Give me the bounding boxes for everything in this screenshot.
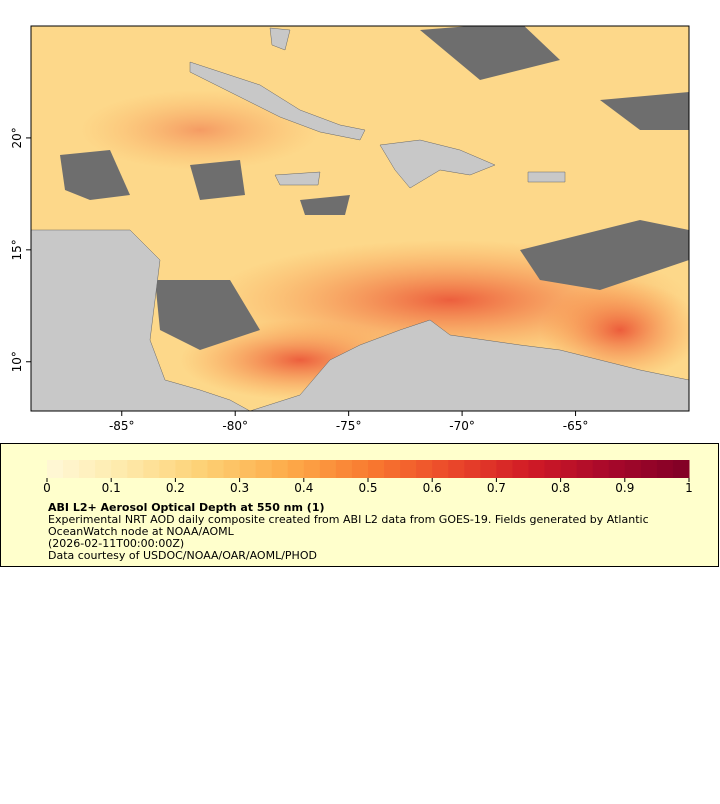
colorbar-swatch: [672, 460, 690, 478]
cloud: [190, 160, 245, 200]
colorbar-swatch: [368, 460, 385, 478]
legend-line: OceanWatch node at NOAA/AOML: [48, 525, 235, 538]
colorbar-tick-label: 0.7: [487, 481, 506, 495]
colorbar-tick-label: 0.9: [615, 481, 634, 495]
colorbar-swatch: [335, 460, 353, 478]
legend-title: ABI L2+ Aerosol Optical Depth at 550 nm …: [48, 501, 325, 514]
cloud: [420, 26, 560, 80]
colorbar-swatch: [592, 460, 610, 478]
aerosol-plume: [80, 90, 320, 170]
cloud: [60, 150, 130, 200]
colorbar-tick-label: 0.4: [294, 481, 313, 495]
bahamas: [269, 27, 291, 51]
x-tick-label: -80°: [222, 419, 248, 433]
colorbar-swatch: [207, 460, 225, 478]
legend-line: (2026-02-11T00:00:00Z): [48, 537, 184, 550]
jamaica: [274, 171, 321, 186]
colorbar-swatch: [400, 460, 417, 478]
colorbar: 0 0.1 0.2 0.3 0.4 0.5 0.6 0.7 0.8 0.9 1: [43, 460, 693, 495]
colorbar-swatch: [608, 460, 626, 478]
x-tick-label: -85°: [109, 419, 135, 433]
cloud: [300, 195, 350, 215]
colorbar-swatch: [111, 460, 128, 478]
colorbar-swatch: [496, 460, 513, 478]
x-tick-label: -65°: [563, 419, 589, 433]
legend-lines: Experimental NRT AOD daily composite cre…: [48, 513, 649, 562]
cuba: [189, 61, 366, 141]
cloud: [155, 280, 260, 350]
legend-line: Experimental NRT AOD daily composite cre…: [48, 513, 649, 526]
colorbar-swatch: [576, 460, 594, 478]
colorbar-swatch: [448, 460, 465, 478]
colorbar-tick-label: 0.8: [551, 481, 570, 495]
colorbar-swatch: [47, 460, 64, 478]
colorbar-swatch: [640, 460, 658, 478]
colorbar-swatch: [544, 460, 562, 478]
map-image: [31, 26, 689, 411]
y-tick-label: 20°: [10, 127, 24, 148]
colorbar-swatch: [271, 460, 289, 478]
colorbar-swatch: [319, 460, 337, 478]
colorbar-tick-label: 0.5: [358, 481, 377, 495]
colorbar-swatch: [159, 460, 176, 478]
clouds: [60, 26, 689, 350]
colorbar-swatch: [191, 460, 208, 478]
land: [31, 27, 689, 411]
colorbar-swatch: [464, 460, 481, 478]
colorbar-tick-label: 0.1: [102, 481, 121, 495]
colorbar-swatch: [287, 460, 305, 478]
colorbar-swatch: [95, 460, 112, 478]
x-tick-label: -70°: [449, 419, 475, 433]
colorbar-tick-label: 0.3: [230, 481, 249, 495]
colorbar-swatch: [624, 460, 642, 478]
colorbar-swatch: [512, 460, 529, 478]
colorbar-swatch: [384, 460, 401, 478]
colorbar-swatch: [432, 460, 449, 478]
colorbar-swatch: [143, 460, 160, 478]
colorbar-swatch: [223, 460, 241, 478]
legend-line: Data courtesy of USDOC/NOAA/OAR/AOML/PHO…: [48, 549, 317, 562]
y-tick-label: 15°: [10, 239, 24, 260]
colorbar-swatch: [127, 460, 144, 478]
colorbar-tick-label: 0.6: [423, 481, 442, 495]
colorbar-swatch: [175, 460, 192, 478]
colorbar-swatch: [656, 460, 674, 478]
colorbar-swatch: [255, 460, 273, 478]
cloud: [520, 220, 689, 290]
colorbar-swatch: [303, 460, 321, 478]
colorbar-tick-label: 1: [685, 481, 693, 495]
colorbar-swatch: [63, 460, 80, 478]
south-america: [249, 319, 689, 411]
colorbar-swatch: [351, 460, 369, 478]
x-tick-label: -75°: [336, 419, 362, 433]
colorbar-swatch: [239, 460, 257, 478]
colorbar-swatch: [416, 460, 433, 478]
map-frame: [30, 25, 690, 412]
axes: -85° -80° -75° -70° -65° 10° 15° 20°: [10, 127, 588, 433]
puerto-rico: [527, 171, 566, 183]
y-tick-label: 10°: [10, 351, 24, 372]
colorbar-tick-label: 0: [43, 481, 51, 495]
hispaniola: [379, 139, 496, 189]
colorbar-swatch: [528, 460, 546, 478]
colorbar-swatch: [79, 460, 96, 478]
cloud: [600, 92, 689, 130]
colorbar-swatch: [480, 460, 497, 478]
central-america: [31, 229, 251, 411]
colorbar-tick-label: 0.2: [166, 481, 185, 495]
colorbar-swatch: [560, 460, 578, 478]
